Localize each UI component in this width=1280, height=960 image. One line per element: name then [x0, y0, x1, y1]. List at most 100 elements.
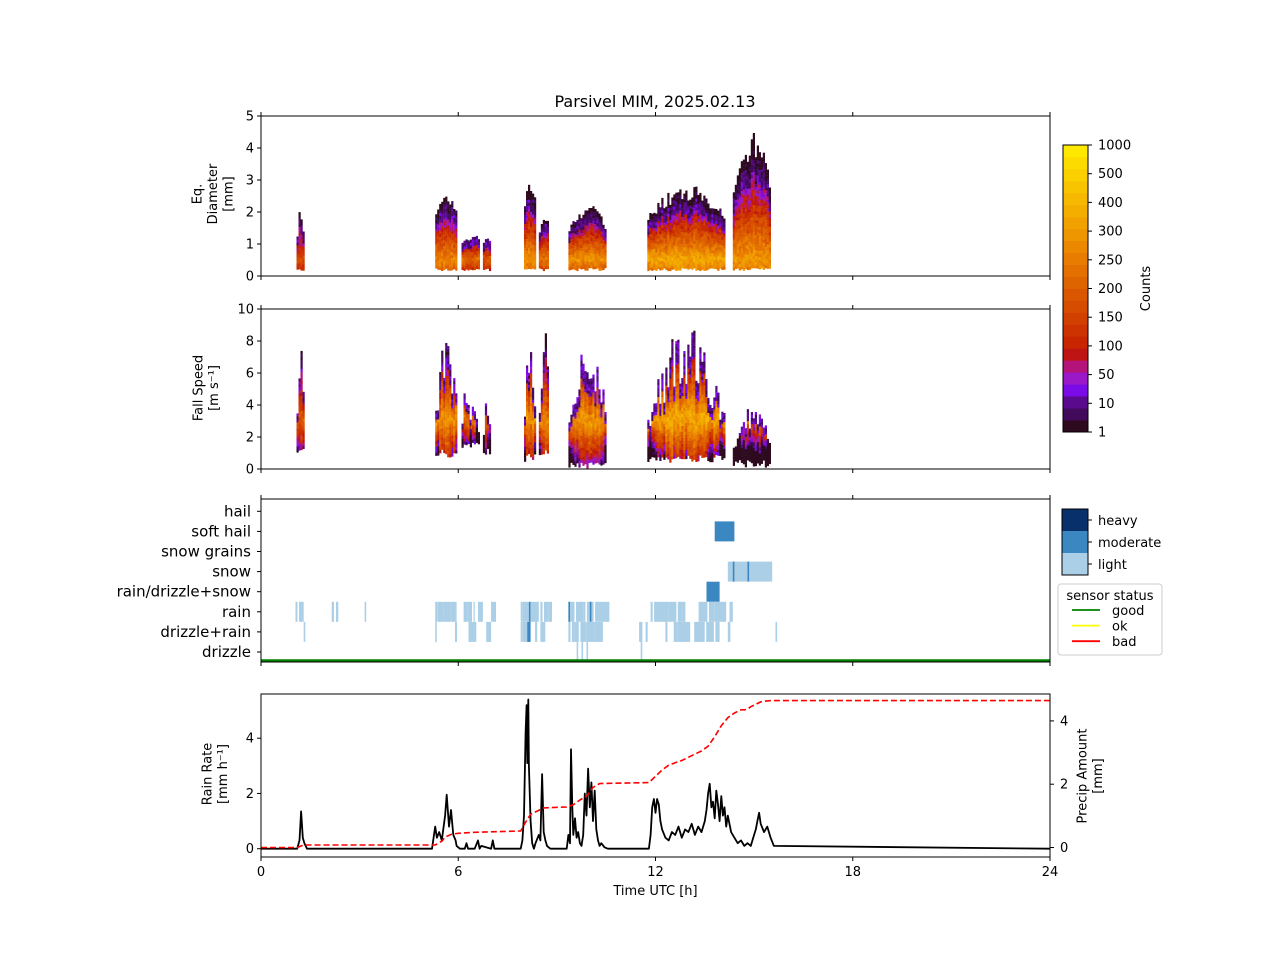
diameter-cell	[732, 192, 735, 196]
fallspeed-cell	[526, 446, 529, 450]
fallspeed-cell	[683, 354, 686, 358]
diameter-cell	[570, 236, 573, 240]
diameter-cell	[665, 233, 668, 237]
diameter-cell	[592, 254, 595, 258]
diameter-cell	[736, 208, 739, 212]
fallspeed-cell	[681, 390, 684, 394]
diameter-cell	[679, 261, 682, 265]
diameter-cell	[683, 205, 686, 209]
diameter-cell	[586, 258, 589, 262]
fallspeed-cell	[570, 456, 573, 460]
fallspeed-cell	[651, 448, 654, 452]
fallspeed-cell	[526, 380, 529, 384]
fallspeed-cell	[586, 390, 589, 394]
fallspeed-cell	[445, 376, 448, 380]
diameter-cell	[578, 217, 581, 221]
diameter-cell	[302, 249, 305, 253]
diameter-cell	[734, 217, 737, 221]
diameter-cell	[764, 244, 767, 248]
diameter-cell	[578, 238, 581, 242]
fallspeed-cell	[665, 382, 668, 386]
diameter-cell	[439, 245, 442, 250]
fallspeed-cell	[734, 446, 737, 450]
fallspeed-cell	[582, 369, 585, 373]
fallspeed-cell	[661, 424, 664, 428]
diameter-cell	[744, 238, 747, 243]
fallspeed-cell	[435, 452, 438, 456]
fallspeed-cell	[703, 427, 706, 431]
diameter-cell	[758, 200, 761, 204]
diameter-cell	[449, 216, 452, 220]
diameter-cell	[439, 254, 442, 259]
fallspeed-cell	[300, 434, 303, 439]
fallspeed-cell	[453, 378, 456, 382]
fallspeed-cell	[717, 452, 720, 456]
diameter-cell	[526, 248, 529, 252]
fallspeed-cell	[691, 425, 694, 429]
fallspeed-cell	[439, 396, 442, 400]
diameter-cell	[572, 224, 575, 228]
diameter-cell	[443, 224, 446, 229]
diameter-cell	[693, 235, 696, 239]
diameter-cell	[762, 212, 765, 216]
fallspeed-cell	[746, 421, 749, 425]
fallspeed-cell	[546, 444, 549, 448]
diameter-cell	[717, 234, 720, 238]
fallspeed-cell	[296, 431, 299, 435]
diameter-cell	[653, 260, 656, 264]
diameter-cell	[524, 230, 527, 234]
fallspeed-cell	[475, 418, 478, 422]
diameter-cell	[671, 197, 674, 201]
diameter-cell	[455, 210, 458, 214]
diameter-cell	[703, 261, 706, 265]
fallspeed-cell	[580, 432, 583, 436]
fallspeed-cell	[584, 428, 587, 432]
diameter-cell	[475, 244, 478, 249]
diameter-cell	[736, 202, 739, 206]
diameter-cell	[647, 234, 650, 239]
diameter-cell	[300, 237, 303, 241]
fallspeed-cell	[709, 453, 712, 457]
diameter-cell	[542, 243, 545, 248]
fallspeed-cell	[580, 354, 583, 358]
fallspeed-cell	[691, 341, 694, 345]
fallspeed-cell	[703, 454, 706, 458]
fallspeed-cell	[707, 397, 710, 402]
fallspeed-cell	[679, 401, 682, 405]
diameter-cell	[449, 231, 452, 235]
fallspeed-cell	[453, 432, 456, 436]
fallspeed-cell	[296, 440, 299, 444]
diameter-cell	[298, 230, 301, 234]
fallspeed-cell	[750, 418, 753, 422]
diameter-cell	[707, 212, 710, 216]
diameter-cell	[651, 243, 654, 247]
diameter-cell	[441, 216, 444, 220]
fallspeed-cell	[693, 456, 696, 460]
diameter-cell	[602, 233, 605, 237]
fallspeed-cell	[484, 448, 488, 452]
fallspeed-cell	[746, 436, 749, 440]
fallspeed-cell	[586, 459, 589, 463]
fallspeed-cell	[300, 440, 303, 445]
diameter-cell	[675, 243, 678, 247]
diameter-cell	[683, 244, 686, 248]
diameter-cell	[679, 204, 682, 208]
diameter-cell	[758, 191, 761, 195]
diameter-cell	[659, 213, 662, 217]
diameter-cell	[693, 214, 696, 218]
diameter-cell	[709, 250, 712, 254]
diameter-cell	[738, 228, 741, 232]
fallspeed-cell	[447, 361, 450, 365]
fallspeed-cell	[435, 446, 438, 450]
fallspeed-cell	[592, 437, 595, 441]
diameter-cell	[736, 235, 739, 239]
fallspeed-cell	[592, 401, 595, 405]
diameter-cell	[578, 250, 581, 254]
fallspeed-cell	[701, 424, 704, 428]
diameter-cell	[530, 209, 533, 213]
fallspeed-cell	[707, 403, 710, 408]
fallspeed-cell	[717, 431, 720, 435]
fallspeed-cell	[665, 427, 668, 431]
diameter-cell	[760, 265, 763, 269]
diameter-cell	[675, 195, 678, 199]
